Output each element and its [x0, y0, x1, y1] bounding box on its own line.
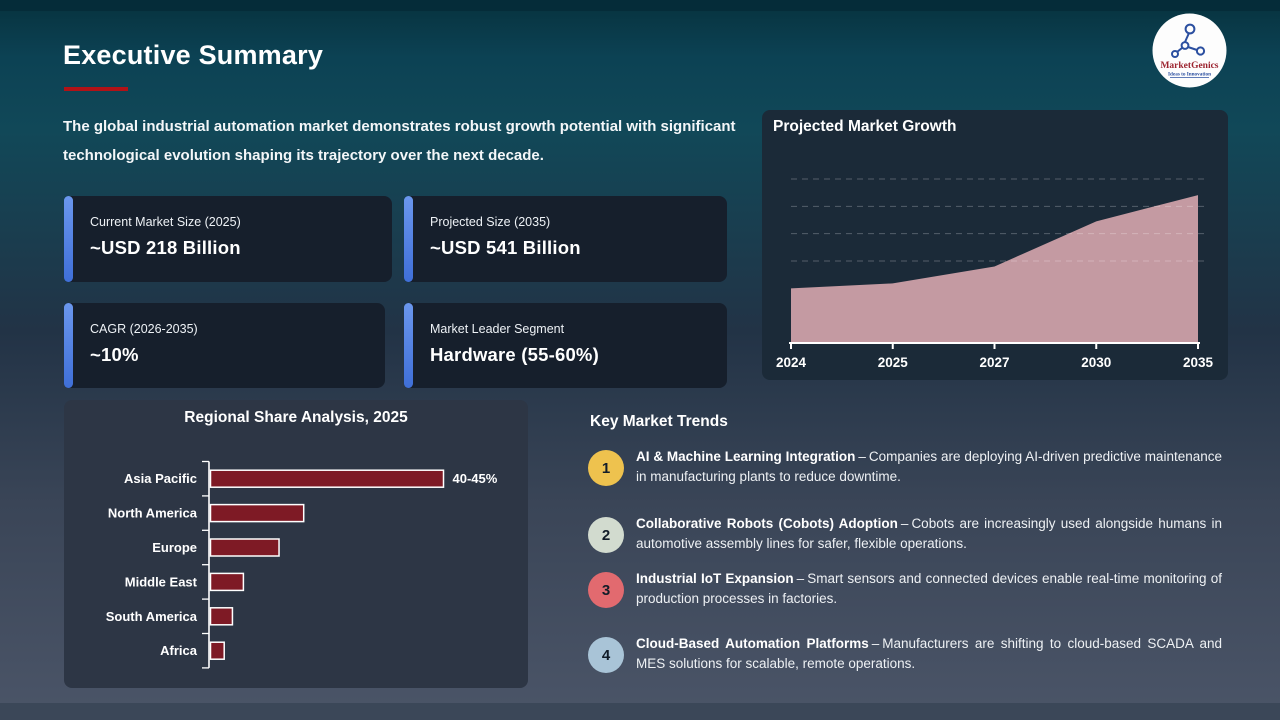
regional-bar-chart: Asia Pacific 40-45% North America Europe Mid…: [106, 460, 498, 669]
svg-text:2027: 2027: [979, 355, 1009, 370]
svg-text:Asia Pacific: Asia Pacific: [124, 471, 197, 486]
svg-text:Middle East: Middle East: [125, 574, 198, 589]
trends-heading: Key Market Trends: [590, 413, 728, 430]
stat-card-current-market-size: Current Market Size (2025) ~USD 218 Bill…: [64, 196, 392, 282]
trend-text: Industrial IoT Expansion – Smart sensors a…: [636, 571, 1222, 606]
trend-number-badge: 3: [588, 572, 624, 608]
projected-market-growth-panel: Projected Market Growth 2024 2025 2027 2030…: [762, 110, 1228, 380]
svg-text:Europe: Europe: [152, 540, 197, 555]
stat-card-value: ~USD 218 Billion: [90, 237, 241, 258]
regional-chart-title: Regional Share Analysis, 2025: [184, 409, 408, 426]
stat-card-value: ~10%: [90, 344, 139, 365]
stat-card-label: Market Leader Segment: [430, 322, 565, 336]
stat-card-label: Current Market Size (2025): [90, 215, 241, 229]
marketgenics-logo: MarketGenics Ideas to Innovation: [1152, 13, 1227, 88]
growth-chart-title: Projected Market Growth: [773, 118, 957, 135]
trend-item-cobots: 2 Collaborative Robots (Cobots) Adoption…: [588, 514, 1222, 554]
card-accent-bar: [64, 303, 73, 388]
trend-number-badge: 4: [588, 637, 624, 673]
trend-text: Cloud-Based Automation Platforms – Manufac…: [636, 636, 1222, 671]
growth-area-chart: 2024 2025 2027 2030 2035: [776, 178, 1214, 370]
stat-card-label: CAGR (2026-2035): [90, 322, 198, 336]
trend-item-ai-ml: 1 AI & Machine Learning Integration – Comp…: [588, 447, 1222, 487]
top-border-bar: [0, 0, 1280, 11]
stat-card-value: ~USD 541 Billion: [430, 237, 581, 258]
trend-number-badge: 2: [588, 517, 624, 553]
stat-card-label: Projected Size (2035): [430, 215, 551, 229]
card-accent-bar: [64, 196, 73, 282]
trend-text: Collaborative Robots (Cobots) Adoption – C…: [636, 516, 1222, 551]
svg-text:2025: 2025: [878, 355, 909, 370]
logo-molecule-icon: MarketGenics Ideas to Innovation: [1152, 13, 1227, 88]
svg-text:Africa: Africa: [160, 643, 198, 658]
logo-name-text: MarketGenics: [1160, 61, 1218, 71]
svg-text:40-45%: 40-45%: [453, 471, 498, 486]
page-title: Executive Summary: [63, 40, 324, 70]
intro-paragraph: The global industrial automation market …: [63, 118, 736, 164]
stat-card-cagr: CAGR (2026-2035) ~10%: [64, 303, 385, 388]
stat-card-market-leader: Market Leader Segment Hardware (55-60%): [404, 303, 727, 388]
bottom-border-bar: [0, 703, 1280, 720]
trend-number-badge: 1: [588, 450, 624, 486]
svg-text:South America: South America: [106, 609, 198, 624]
trend-text: AI & Machine Learning Integration – Compan…: [636, 449, 1222, 484]
trend-item-iiot: 3 Industrial IoT Expansion – Smart sensors…: [588, 569, 1222, 609]
regional-share-panel: Regional Share Analysis, 2025 Asia Pacif…: [64, 400, 528, 688]
svg-text:2035: 2035: [1183, 355, 1214, 370]
card-accent-bar: [404, 196, 413, 282]
svg-text:2030: 2030: [1081, 355, 1111, 370]
svg-text:2024: 2024: [776, 355, 807, 370]
logo-tagline-text: Ideas to Innovation: [1168, 72, 1211, 78]
card-accent-bar: [404, 303, 413, 388]
svg-text:North America: North America: [108, 506, 198, 521]
stat-card-projected-size: Projected Size (2035) ~USD 541 Billion: [404, 196, 727, 282]
trend-item-cloud: 4 Cloud-Based Automation Platforms – Manuf…: [588, 634, 1222, 674]
title-underline: [64, 87, 128, 91]
stat-card-value: Hardware (55-60%): [430, 344, 599, 365]
